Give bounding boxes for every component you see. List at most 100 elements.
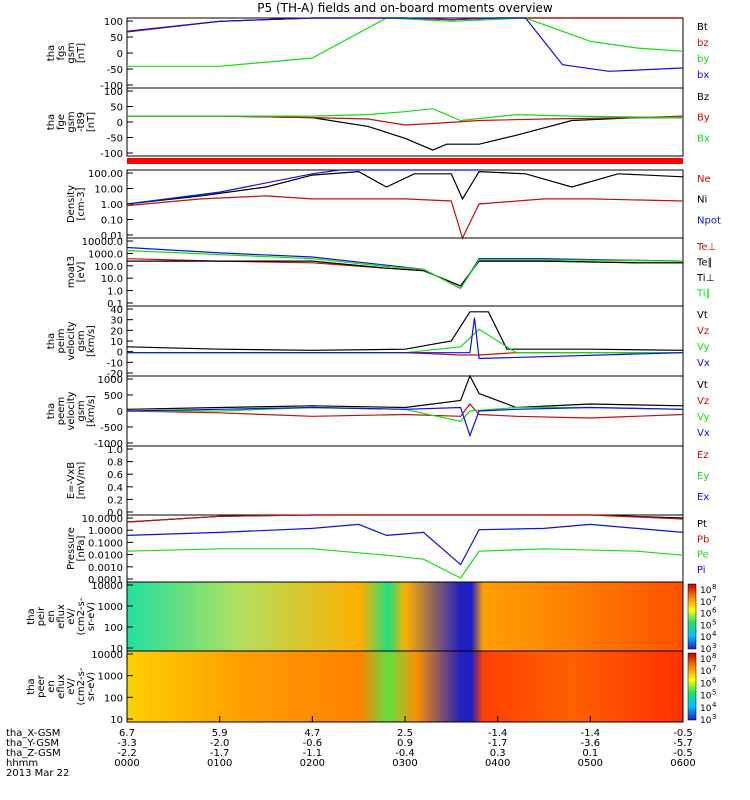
panel-frame-2 [126, 169, 684, 239]
x-tick-label: 0300 [392, 758, 417, 769]
y-tick-label: 100.0 [94, 262, 123, 273]
series-line-Ni [126, 170, 684, 205]
series-line-Vt [126, 374, 684, 410]
colorbar-exponent: 6 [712, 676, 717, 684]
x-tick-label: 0.1 [582, 748, 598, 759]
legend-entry: Bz [697, 92, 709, 103]
y-tick-label: 0 [117, 49, 123, 60]
x-tick-label: -0.5 [673, 748, 693, 759]
legend-entry: Vy [697, 412, 710, 423]
colorbar-label: 10 [700, 667, 712, 677]
x-row-label: hhmm [6, 758, 38, 769]
legend-entry: by [697, 54, 709, 65]
date-label: 2013 Mar 22 [6, 768, 69, 779]
legend-entry: Pb [697, 534, 709, 545]
y-tick-label: -100 [100, 81, 123, 92]
y-axis-label: [mV/m] [76, 462, 87, 500]
x-tick-label: -1.7 [488, 738, 508, 749]
y-axis-label: eflux [56, 604, 67, 629]
panel-frame-6 [126, 445, 684, 516]
colorbar-exponent: 7 [712, 664, 716, 672]
y-tick-label: 0.01 [101, 231, 123, 242]
y-tick-label: 10 [110, 337, 123, 348]
x-tick-label: 0600 [670, 758, 695, 769]
y-tick-label: 1000 [98, 672, 123, 683]
x-tick-label: -0.5 [673, 728, 693, 739]
y-axis-label: fgs [56, 45, 67, 60]
y-tick-label: 0.8 [107, 458, 123, 469]
y-tick-label: 10000 [91, 581, 123, 592]
y-tick-label: 0.1000 [88, 538, 123, 549]
y-tick-label: 1.0 [107, 287, 123, 298]
y-tick-label: 0 [117, 407, 123, 418]
x-tick-label: -0.6 [303, 738, 323, 749]
x-row-label: tha_Z-GSM [6, 748, 61, 759]
series-line-Vx [126, 406, 684, 438]
y-tick-label: -100 [100, 149, 123, 160]
colorbar-label: 10 [700, 716, 712, 726]
y-tick-label: 1000 [98, 375, 123, 386]
y-axis-label: sr-eV) [86, 602, 97, 631]
y-axis-label: fge [56, 114, 67, 130]
y-axis-label: tha [26, 678, 37, 694]
y-tick-label: 10.0000 [82, 514, 123, 525]
y-axis-label: peem [56, 397, 67, 425]
series-line-Te⊥ [126, 258, 683, 287]
legend-entry: Pe [697, 550, 709, 561]
y-axis-label: moat3 [66, 256, 77, 288]
colorbar-label: 10 [700, 679, 712, 689]
legend-entry: Pt [697, 519, 707, 530]
y-axis-label: eV/ [66, 678, 77, 695]
series-line-Vt [126, 311, 684, 351]
x-row-label: tha_Y-GSM [6, 738, 59, 749]
y-tick-label: 1.0000 [88, 526, 123, 537]
y-tick-label: 0 [117, 118, 123, 129]
y-tick-label: 0.1 [107, 299, 123, 310]
y-axis-label: (cm2-s- [76, 597, 87, 635]
series-line-Npot [126, 169, 480, 205]
y-axis-label: peir [36, 606, 47, 626]
y-axis-label: tha [46, 114, 57, 130]
y-tick-label: 1000 [98, 602, 123, 613]
series-line-By [127, 115, 684, 126]
legend-entry: Pi [697, 565, 706, 576]
y-axis-label: gsm [76, 400, 87, 421]
y-tick-label: 0.6 [107, 470, 123, 481]
series-line-Ti∥ [126, 249, 684, 290]
y-tick-label: -500 [100, 423, 123, 434]
y-axis-label: en [46, 610, 57, 623]
legend-entry: bz [697, 38, 709, 49]
y-tick-label: 0.2 [107, 495, 123, 506]
y-tick-label: 100 [104, 17, 123, 28]
y-tick-label: -50 [107, 134, 123, 145]
y-axis-label: gsm [66, 111, 77, 132]
panel-frame-4 [126, 305, 684, 377]
colorbar-exponent: 7 [712, 595, 716, 603]
colorbar-exponent: 4 [712, 701, 717, 709]
y-tick-label: 0 [117, 348, 123, 359]
legend-entry: Te⊥ [696, 242, 716, 253]
x-tick-label: 0400 [485, 758, 510, 769]
colorbar-exponent: 3 [712, 642, 716, 650]
legend-entry: Ni [697, 195, 707, 206]
legend-entry: Ez [697, 450, 709, 461]
legend-entry: Ne [697, 174, 711, 185]
x-tick-label: -0.4 [395, 748, 415, 759]
legend-entry: By [697, 113, 710, 124]
panel-frame-3 [126, 237, 684, 307]
x-tick-label: 0.9 [397, 738, 413, 749]
legend-entry: Ti∥ [696, 289, 711, 300]
x-tick-label: 6.7 [119, 728, 135, 739]
legend-entry: Bx [697, 133, 710, 144]
y-axis-label: en [46, 680, 57, 693]
y-axis-label: (cm2-s- [76, 667, 87, 705]
x-tick-label: 0.3 [490, 748, 506, 759]
colorbar-exponent: 3 [712, 713, 716, 721]
x-row-label: tha_X-GSM [6, 728, 60, 739]
x-tick-label: 2.5 [397, 728, 413, 739]
y-axis-label: eV/ [66, 608, 77, 625]
colorbar-label: 10 [700, 621, 712, 631]
y-tick-label: 10 [110, 644, 123, 655]
y-tick-label: 30 [110, 316, 123, 327]
y-axis-label: [cm-3] [76, 187, 87, 220]
